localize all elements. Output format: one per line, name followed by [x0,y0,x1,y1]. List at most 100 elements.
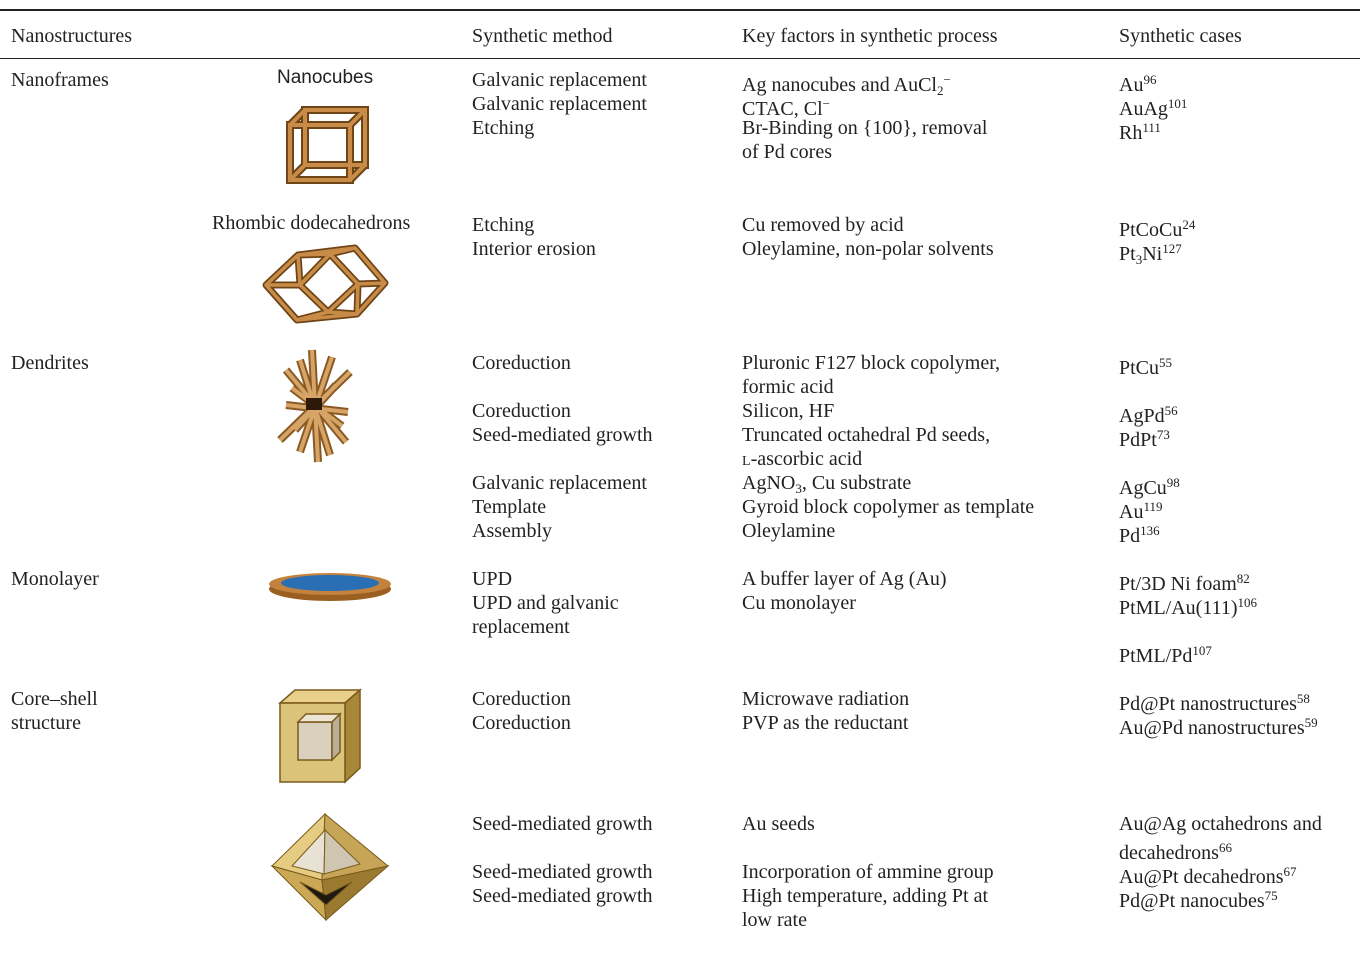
superscript: 75 [1264,888,1278,903]
method-cell: Interior erosion [472,237,596,261]
text-run: Seed-mediated growth [472,885,653,907]
text-run: AgPd [1119,405,1165,427]
text-run: UPD and galvanic [472,592,619,614]
factors-cell: Pluronic F127 block copolymer, [742,351,1000,375]
subscript: 3 [1135,252,1143,267]
method-cell: Etching [472,213,534,237]
text-run: Pd@Pt nanostructures [1119,693,1297,715]
factors-cell: CTAC, Cl− [742,92,830,121]
text-run: A buffer layer of Ag (Au) [742,568,947,590]
text-run: High temperature, adding Pt at [742,885,989,907]
core-shell-cube-icon [277,688,363,784]
text-run: Cu removed by acid [742,214,904,236]
text-run: Pd [1119,525,1141,547]
text-run: AgCu [1119,477,1167,499]
factors-cell: Oleylamine [742,519,835,543]
column-header: Synthetic cases [1119,25,1242,47]
text-run: , Cu substrate [801,472,912,494]
text-run: AuAg [1119,98,1168,120]
cases-cell: decahedrons66 [1119,836,1232,865]
header-rule [0,58,1360,59]
text-run: Pt [1119,243,1136,265]
small-caps: l [742,448,751,470]
superscript: − [943,72,951,87]
text-run: CTAC, Cl [742,98,823,120]
superscript: 119 [1143,499,1163,514]
text-run: PtCoCu [1119,219,1183,241]
factors-cell: l-ascorbic acid [742,447,862,471]
text-run: Seed-mediated growth [472,424,653,446]
method-cell: Seed-mediated growth [472,812,653,836]
text-run: -ascorbic acid [750,448,863,470]
text-run: Pt/3D Ni foam [1119,573,1237,595]
factors-cell: Gyroid block copolymer as template [742,495,1034,519]
superscript: 66 [1218,840,1232,855]
text-run: PtML/Au(111) [1119,597,1238,619]
method-cell: Coreduction [472,687,571,711]
section-label: Nanoframes [11,69,109,91]
text-run: PVP as the reductant [742,712,909,734]
text-run: Au [1119,501,1144,523]
cases-cell: AgCu98 [1119,471,1180,500]
cases-cell: Au@Ag octahedrons and [1119,812,1322,836]
cases-cell: Au96 [1119,68,1156,97]
factors-cell: Oleylamine, non-polar solvents [742,237,994,261]
cases-cell: Au@Pd nanostructures59 [1119,711,1318,740]
factors-cell: formic acid [742,375,834,399]
cases-cell: Pd@Pt nanocubes75 [1119,884,1278,913]
superscript: 58 [1296,691,1310,706]
text-run: Au seeds [742,813,815,835]
text-run: of Pd cores [742,141,832,163]
method-cell: Template [472,495,546,519]
text-run: Etching [472,214,535,236]
method-cell: Seed-mediated growth [472,423,653,447]
text-run: Ni [1142,243,1163,265]
section-label: Core–shell [11,688,98,710]
cases-cell: PdPt73 [1119,423,1170,452]
text-run: Pd@Pt nanocubes [1119,890,1265,912]
monolayer-icon [269,573,391,601]
text-run: Assembly [472,520,552,542]
text-run: UPD [472,568,513,590]
text-run: Au@Pd nanostructures [1119,717,1305,739]
text-run: Interior erosion [472,238,596,260]
factors-cell: A buffer layer of Ag (Au) [742,567,947,591]
method-cell: replacement [472,615,570,639]
factors-cell: AgNO3, Cu substrate [742,471,911,501]
superscript: 59 [1304,715,1318,730]
factors-cell: Ag nanocubes and AuCl2− [742,68,951,103]
dendrite-icon [277,349,353,463]
superscript: 56 [1164,403,1178,418]
text-run: Coreduction [472,352,571,374]
method-cell: Galvanic replacement [472,471,647,495]
text-run: Gyroid block copolymer as template [742,496,1035,518]
factors-cell: Truncated octahedral Pd seeds, [742,423,990,447]
superscript: 96 [1143,72,1157,87]
factors-cell: low rate [742,908,807,932]
method-cell: Seed-mediated growth [472,884,653,908]
text-run: Rh [1119,122,1143,144]
superscript: − [822,96,830,111]
text-run: Coreduction [472,400,571,422]
text-run: Silicon, HF [742,400,835,422]
text-run: Au [1119,74,1144,96]
superscript: 106 [1237,595,1258,610]
superscript: 98 [1166,475,1180,490]
method-cell: Etching [472,116,534,140]
text-run: low rate [742,909,807,931]
core-shell-octahedron-icon [270,812,390,922]
shape-label: Rhombic dodecahedrons [212,212,411,234]
cases-cell: PtCoCu24 [1119,213,1195,242]
method-cell: Assembly [472,519,552,543]
cases-cell: AuAg101 [1119,92,1187,121]
text-run: Truncated octahedral Pd seeds, [742,424,991,446]
text-run: Oleylamine [742,520,836,542]
text-run: Ag nanocubes and AuCl [742,74,937,96]
factors-cell: Br-Binding on {100}, removal [742,116,987,140]
text-run: PdPt [1119,429,1157,451]
text-run: PtML/Pd [1119,645,1193,667]
text-run: PtCu [1119,357,1160,379]
text-run: Seed-mediated growth [472,861,653,883]
text-run: Galvanic replacement [472,472,647,494]
